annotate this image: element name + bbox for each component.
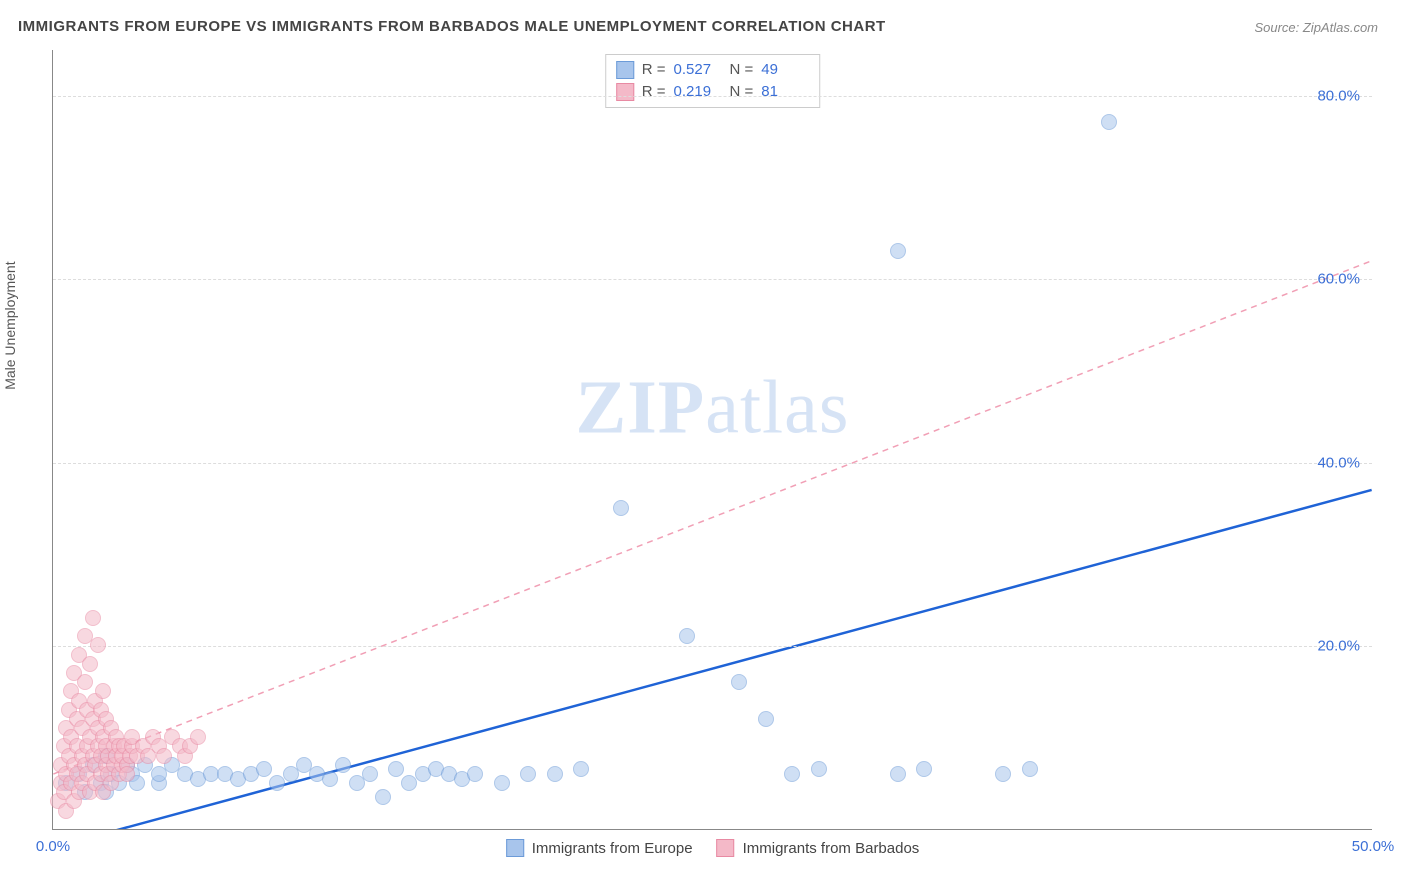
scatter-point <box>256 761 272 777</box>
legend-swatch-europe <box>506 839 524 857</box>
n-value-barbados: 81 <box>761 81 809 103</box>
scatter-point <box>1101 114 1117 130</box>
scatter-point <box>890 766 906 782</box>
series-legend-item: Immigrants from Europe <box>506 839 693 857</box>
r-value-europe: 0.527 <box>674 59 722 81</box>
scatter-point <box>573 761 589 777</box>
scatter-point <box>156 748 172 764</box>
scatter-point <box>916 761 932 777</box>
scatter-point <box>375 789 391 805</box>
series-legend: Immigrants from Europe Immigrants from B… <box>506 839 920 857</box>
r-label: R = <box>642 81 666 103</box>
correlation-legend: R = 0.527 N = 49 R = 0.219 N = 81 <box>605 54 821 108</box>
scatter-point <box>811 761 827 777</box>
r-label: R = <box>642 59 666 81</box>
scatter-point <box>335 757 351 773</box>
x-tick-label: 50.0% <box>1352 838 1395 855</box>
y-axis-label: Male Unemployment <box>2 261 18 389</box>
watermark-bold: ZIP <box>576 366 706 450</box>
legend-swatch-europe <box>616 61 634 79</box>
series-legend-label: Immigrants from Barbados <box>743 840 920 857</box>
y-tick-label: 60.0% <box>1317 271 1360 288</box>
scatter-point <box>95 683 111 699</box>
scatter-point <box>1022 761 1038 777</box>
y-tick-label: 40.0% <box>1317 454 1360 471</box>
series-legend-item: Immigrants from Barbados <box>717 839 920 857</box>
watermark-rest: atlas <box>705 366 849 450</box>
plot-area: ZIPatlas R = 0.527 N = 49 R = 0.219 N = … <box>52 50 1372 830</box>
source-attribution: Source: ZipAtlas.com <box>1254 20 1378 35</box>
legend-swatch-barbados <box>616 83 634 101</box>
scatter-point <box>119 766 135 782</box>
gridline-horizontal <box>53 279 1372 280</box>
scatter-point <box>77 674 93 690</box>
scatter-point <box>494 775 510 791</box>
scatter-point <box>190 729 206 745</box>
chart-title: IMMIGRANTS FROM EUROPE VS IMMIGRANTS FRO… <box>18 18 886 35</box>
scatter-point <box>467 766 483 782</box>
correlation-legend-row: R = 0.219 N = 81 <box>616 81 810 103</box>
x-tick-label: 0.0% <box>36 838 70 855</box>
n-label: N = <box>730 81 754 103</box>
y-tick-label: 80.0% <box>1317 87 1360 104</box>
scatter-point <box>758 711 774 727</box>
scatter-point <box>85 610 101 626</box>
scatter-point <box>890 243 906 259</box>
scatter-point <box>520 766 536 782</box>
scatter-point <box>679 628 695 644</box>
n-label: N = <box>730 59 754 81</box>
r-value-barbados: 0.219 <box>674 81 722 103</box>
legend-swatch-barbados <box>717 839 735 857</box>
gridline-horizontal <box>53 96 1372 97</box>
scatter-point <box>362 766 378 782</box>
scatter-point <box>547 766 563 782</box>
series-legend-label: Immigrants from Europe <box>532 840 693 857</box>
gridline-horizontal <box>53 646 1372 647</box>
y-tick-label: 20.0% <box>1317 638 1360 655</box>
scatter-point <box>613 500 629 516</box>
watermark: ZIPatlas <box>576 365 850 452</box>
correlation-legend-row: R = 0.527 N = 49 <box>616 59 810 81</box>
n-value-europe: 49 <box>761 59 809 81</box>
trend-line <box>53 261 1371 774</box>
trend-lines-svg <box>53 50 1372 829</box>
scatter-point <box>995 766 1011 782</box>
scatter-point <box>388 761 404 777</box>
scatter-point <box>322 771 338 787</box>
gridline-horizontal <box>53 463 1372 464</box>
scatter-point <box>731 674 747 690</box>
scatter-point <box>90 637 106 653</box>
scatter-point <box>784 766 800 782</box>
scatter-point <box>82 656 98 672</box>
